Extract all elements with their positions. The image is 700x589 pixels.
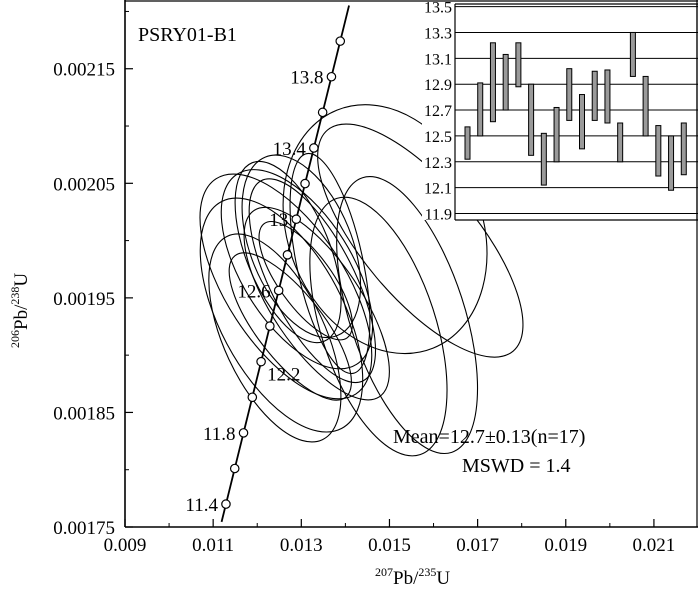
x-tick-label: 0.015 xyxy=(368,535,411,556)
x-axis-label-sup1: 207 xyxy=(375,565,393,579)
x-axis-label-tail: U xyxy=(436,568,450,589)
inset-age-bar-12 xyxy=(604,69,611,124)
y-axis-label-sup1: 206 xyxy=(8,330,22,348)
concordia-age-label: 13.4 xyxy=(273,139,307,160)
y-tick-label: 0.00215 xyxy=(53,60,115,81)
x-tick-label: 0.017 xyxy=(456,535,499,556)
concordia-line xyxy=(220,5,350,523)
ellipse-layer xyxy=(199,104,524,457)
inset-age-bar-17 xyxy=(668,135,675,191)
mswd-annotation: MSWD = 1.4 xyxy=(462,455,571,477)
x-tick-label: 0.019 xyxy=(544,535,587,556)
inset-tick-label: 12.3 xyxy=(424,155,452,172)
concordia-age-marker xyxy=(335,36,346,46)
inset-age-bar-6 xyxy=(528,83,535,156)
inset-age-bar-11 xyxy=(591,70,598,121)
y-tick-label: 0.00185 xyxy=(53,403,115,424)
y-tick-label: 0.00205 xyxy=(53,174,115,195)
error-ellipse-5 xyxy=(248,178,377,384)
x-tick-label: 0.013 xyxy=(280,535,323,556)
inset-age-bar-16 xyxy=(655,125,662,177)
concordia-age-marker xyxy=(256,356,266,367)
inset-age-bar-3 xyxy=(489,42,496,123)
inset-tick-label: 12.7 xyxy=(424,103,452,120)
sample-label: PSRY01-B1 xyxy=(138,24,237,46)
inset-background xyxy=(422,4,698,220)
inset-age-bar-8 xyxy=(553,106,560,163)
y-axis-label-sup2: 238 xyxy=(8,287,22,305)
inset-age-bar-15 xyxy=(642,75,649,137)
inset-layer: 13.5 13.3 13.1 12.9 12.7 12.5 12.3 12.1 11.9 xyxy=(422,0,698,224)
concordia-age-marker xyxy=(229,463,240,474)
concordia-age-marker xyxy=(247,392,258,403)
inset-age-bar-4 xyxy=(502,53,509,111)
error-ellipse-10 xyxy=(289,152,371,375)
y-tick-label: 0.00175 xyxy=(53,518,115,539)
inset-age-bar-10 xyxy=(579,94,585,150)
y-axis-label-main: Pb/ xyxy=(11,304,32,330)
error-ellipse-6 xyxy=(241,154,362,339)
concordia-age-marker xyxy=(273,285,284,296)
x-axis-label-main: Pb/ xyxy=(393,568,419,589)
inset-age-bar-13 xyxy=(617,122,624,163)
concordia-age-marker xyxy=(300,178,310,189)
concordia-age-marker xyxy=(221,499,231,509)
concordia-age-label: 13 xyxy=(269,210,288,231)
inset-tick-label: 12.5 xyxy=(424,129,452,146)
inset-age-bar-1 xyxy=(464,126,471,160)
error-ellipse-2 xyxy=(199,173,373,400)
concordia-age-marker xyxy=(317,107,328,118)
concordia-age-marker xyxy=(265,321,275,331)
concordia-age-marker xyxy=(291,214,302,225)
error-ellipse-13 xyxy=(309,196,448,457)
concordia-age-label: 12.6 xyxy=(237,281,270,302)
concordia-age-label: 13.8 xyxy=(290,68,323,89)
mean-annotation: Mean=12.7±0.13(n=17) xyxy=(393,426,585,448)
concordia-age-label: 11.8 xyxy=(203,424,236,445)
concordia-layer: 11.4 11.8 12.2 12.6 13 13.4 13.8 xyxy=(185,5,350,523)
inset-tick-label: 12.1 xyxy=(424,181,452,198)
y-axis-label: 206Pb/238U xyxy=(8,273,32,348)
inset-tick-label: 13.3 xyxy=(424,25,452,42)
inset-age-bar-18 xyxy=(680,122,687,176)
error-ellipse-1 xyxy=(199,197,364,433)
inset-tick-label: 13.5 xyxy=(424,0,452,17)
y-tick-label: 0.00195 xyxy=(53,289,115,310)
concordia-age-marker xyxy=(309,143,319,153)
inset-age-bar-5 xyxy=(515,42,522,88)
x-axis-label: 207Pb/235U xyxy=(375,565,450,589)
concordia-age-label: 12.2 xyxy=(267,365,300,386)
concordia-age-marker xyxy=(282,250,293,260)
x-tick-label: 0.011 xyxy=(192,535,234,556)
error-ellipse-8 xyxy=(243,206,390,401)
error-ellipse-14 xyxy=(336,176,479,455)
inset-age-bar-2 xyxy=(477,82,484,137)
error-ellipse-7 xyxy=(234,160,342,344)
x-tick-label: 0.009 xyxy=(104,535,147,556)
inset-tick-label: 12.9 xyxy=(424,77,452,94)
x-axis-label-sup2: 235 xyxy=(418,565,436,579)
inset-age-bar-9 xyxy=(566,68,573,121)
concordia-age-label: 11.4 xyxy=(185,495,218,516)
concordia-age-marker xyxy=(238,428,249,438)
y-axis-label-tail: U xyxy=(11,273,32,287)
inset-tick-label: 13.1 xyxy=(424,51,452,68)
error-ellipse-3 xyxy=(220,169,374,370)
inset-age-bar-7 xyxy=(540,132,547,186)
inset-age-bar-14 xyxy=(629,31,636,77)
error-ellipse-4 xyxy=(208,233,342,443)
error-ellipse-11 xyxy=(258,220,353,341)
x-tick-label: 0.021 xyxy=(633,535,676,556)
concordia-age-marker xyxy=(326,71,337,82)
axis-layer: 0.009 0.011 0.013 0.015 0.017 0.019 0.021 0.001… xyxy=(53,0,698,556)
inset-tick-label: 11.9 xyxy=(425,207,452,224)
